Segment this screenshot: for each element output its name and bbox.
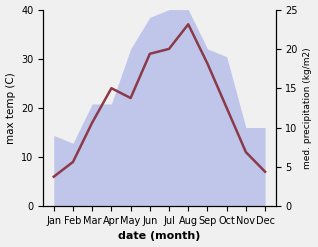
Y-axis label: med. precipitation (kg/m2): med. precipitation (kg/m2) <box>303 47 313 169</box>
X-axis label: date (month): date (month) <box>118 231 201 242</box>
Y-axis label: max temp (C): max temp (C) <box>5 72 16 144</box>
